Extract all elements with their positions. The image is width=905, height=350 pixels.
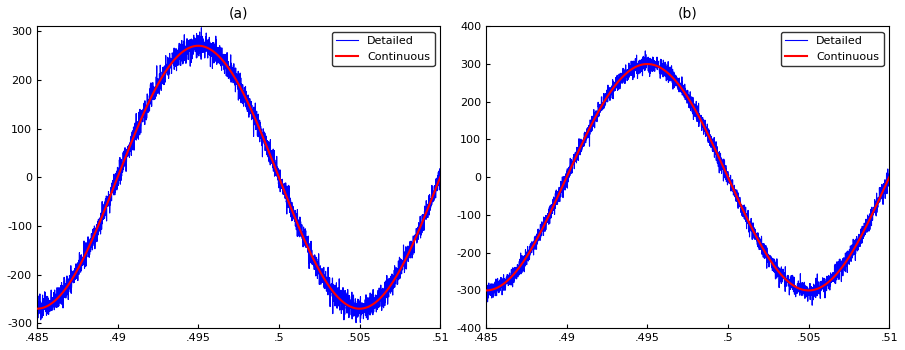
Detailed <box>640 49 651 53</box>
Line: Continuous: Continuous <box>37 46 440 309</box>
Detailed <box>635 63 646 67</box>
Detailed <box>101 204 112 209</box>
Title: (b): (b) <box>678 7 698 21</box>
Detailed <box>527 239 538 244</box>
Continuous <box>186 45 197 49</box>
Detailed <box>550 194 561 198</box>
Detailed <box>32 313 43 317</box>
Legend: Detailed, Continuous: Detailed, Continuous <box>781 32 883 66</box>
Line: Detailed: Detailed <box>37 28 440 323</box>
Continuous <box>427 195 438 199</box>
Continuous <box>527 246 538 250</box>
Detailed <box>434 170 445 175</box>
Detailed <box>78 258 89 262</box>
Continuous <box>884 175 895 179</box>
Detailed <box>833 266 843 270</box>
Detailed <box>806 303 817 307</box>
Detailed <box>384 276 395 280</box>
Line: Detailed: Detailed <box>486 51 890 305</box>
Detailed <box>350 321 361 325</box>
Continuous <box>481 288 491 293</box>
Legend: Detailed, Continuous: Detailed, Continuous <box>331 32 434 66</box>
Title: (a): (a) <box>229 7 248 21</box>
Continuous <box>193 44 204 48</box>
Continuous <box>204 47 214 51</box>
Continuous <box>833 270 843 274</box>
Detailed <box>186 41 197 45</box>
Detailed <box>427 196 438 200</box>
Line: Continuous: Continuous <box>486 64 890 290</box>
Continuous <box>876 192 887 196</box>
Continuous <box>550 199 561 203</box>
Continuous <box>434 175 445 179</box>
Continuous <box>635 63 646 67</box>
Continuous <box>653 64 663 69</box>
Detailed <box>481 285 491 289</box>
Detailed <box>653 65 663 69</box>
Continuous <box>101 202 112 206</box>
Continuous <box>32 307 43 311</box>
Detailed <box>884 180 895 184</box>
Continuous <box>642 62 653 66</box>
Continuous <box>78 257 89 261</box>
Detailed <box>876 188 887 193</box>
Detailed <box>196 26 207 30</box>
Continuous <box>384 286 395 290</box>
Detailed <box>204 38 214 43</box>
